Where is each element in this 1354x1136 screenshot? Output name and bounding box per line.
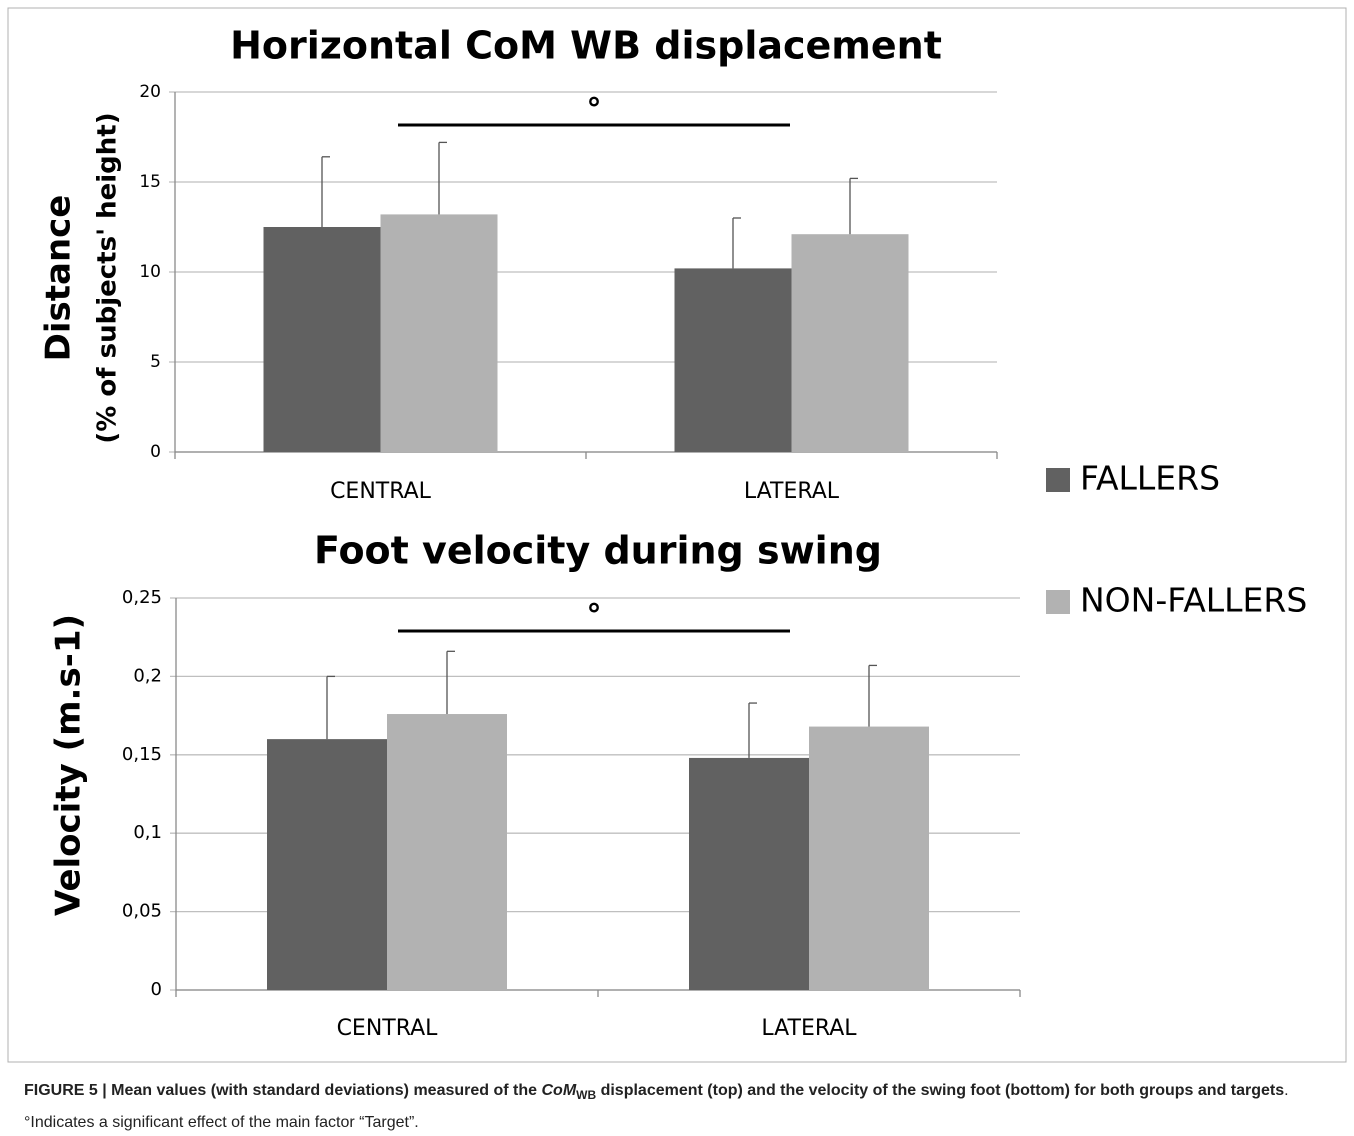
- x-tick-label: CENTRAL: [330, 479, 432, 504]
- x-tick-label: LATERAL: [761, 1016, 857, 1041]
- caption-text: . °Indicates a significant effect of the…: [24, 1082, 1289, 1132]
- y-axis-label: Distance: [39, 195, 79, 362]
- bar: [689, 757, 809, 990]
- bar: [791, 234, 909, 452]
- y-axis-label: Velocity (m.s-1): [49, 614, 89, 916]
- y-axis-label: (% of subjects' height): [93, 112, 123, 443]
- caption-bold: displacement (top) and the velocity of t…: [596, 1082, 1285, 1099]
- bar: [263, 227, 381, 452]
- y-tick-label: 20: [139, 82, 161, 102]
- y-tick-label: 0,2: [133, 665, 162, 686]
- chart-title: Foot velocity during swing: [314, 529, 882, 573]
- x-tick-label: LATERAL: [744, 479, 840, 504]
- y-tick-label: 0,25: [122, 587, 162, 608]
- caption-italic-text: CoM: [541, 1082, 577, 1099]
- caption: FIGURE 5 | Mean values (with standard de…: [24, 1077, 1324, 1136]
- bar: [809, 726, 929, 990]
- y-tick-label: 0: [151, 979, 162, 1000]
- caption-italic: CoMWB: [541, 1082, 597, 1103]
- y-tick-label: 15: [139, 172, 161, 192]
- legend-swatch: [1046, 468, 1070, 492]
- bar: [267, 739, 387, 990]
- chart-title: Horizontal CoM WB displacement: [230, 24, 942, 68]
- y-tick-label: 10: [139, 262, 161, 282]
- annotation: °: [587, 93, 602, 128]
- y-tick-label: 0: [150, 442, 161, 462]
- bar: [380, 214, 498, 452]
- legend-label: FALLERS: [1080, 459, 1220, 498]
- legend-swatch: [1046, 590, 1070, 614]
- figure: Horizontal CoM WB displacement Distance (%…: [7, 7, 1347, 1063]
- y-tick-label: 0,05: [122, 901, 162, 922]
- y-tick-label: 0,15: [122, 744, 162, 765]
- x-tick-label: CENTRAL: [337, 1016, 439, 1041]
- legend-label: NON-FALLERS: [1080, 581, 1307, 620]
- frame: [7, 7, 1347, 1063]
- bar: [387, 714, 507, 990]
- annotation: °: [587, 599, 602, 634]
- caption-bold: FIGURE 5 | Mean values (with standard de…: [24, 1082, 542, 1099]
- y-tick-label: 5: [150, 352, 161, 372]
- bar: [674, 268, 792, 452]
- caption-subscript: WB: [576, 1088, 597, 1103]
- y-tick-label: 0,1: [133, 822, 162, 843]
